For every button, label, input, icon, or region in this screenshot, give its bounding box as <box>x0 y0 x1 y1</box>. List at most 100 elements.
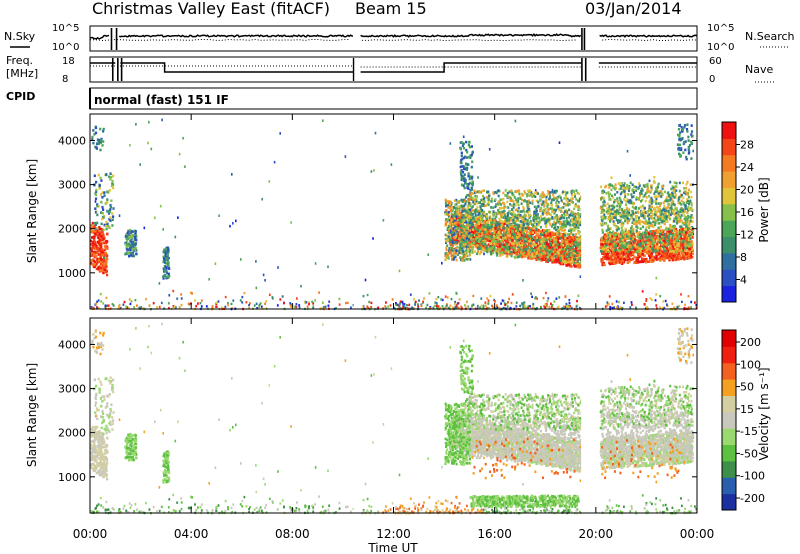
data-cell <box>454 305 457 309</box>
noise-right-tick-top: 10^5 <box>707 23 734 34</box>
data-cell <box>568 298 571 302</box>
data-cell <box>447 307 450 310</box>
data-cell <box>471 251 474 254</box>
data-cell <box>548 233 552 237</box>
data-cell <box>494 232 497 236</box>
data-cell <box>551 232 554 235</box>
data-cell <box>90 254 93 257</box>
data-cell <box>568 302 571 305</box>
data-cell <box>100 300 103 303</box>
data-cell <box>106 273 109 277</box>
data-cell <box>106 304 108 307</box>
data-cell <box>126 242 129 246</box>
data-cell <box>623 258 626 261</box>
data-cell <box>511 239 514 242</box>
data-cell <box>649 297 652 300</box>
data-cell <box>514 229 517 233</box>
data-cell <box>385 301 387 304</box>
data-cell <box>498 235 501 239</box>
data-cell <box>132 245 135 248</box>
data-cell <box>674 245 677 249</box>
data-cell <box>536 244 539 248</box>
data-cell <box>102 302 105 305</box>
data-cell <box>500 229 503 232</box>
data-cell <box>125 244 129 248</box>
data-cell <box>90 239 93 243</box>
data-cell <box>173 305 176 308</box>
data-cell <box>129 248 132 252</box>
data-cell <box>296 297 298 300</box>
data-cell <box>99 258 102 261</box>
data-cell <box>99 238 102 242</box>
data-cell <box>350 306 352 309</box>
data-cell <box>635 261 638 264</box>
data-cell <box>111 182 114 186</box>
data-cell <box>452 306 454 309</box>
data-cell <box>440 298 443 301</box>
data-cell <box>99 140 102 143</box>
data-cell <box>663 259 666 262</box>
data-cell <box>613 254 616 258</box>
data-cell <box>623 301 625 304</box>
data-cell <box>167 272 170 276</box>
data-cell <box>98 229 101 232</box>
data-cell <box>626 258 629 262</box>
data-cell <box>293 305 296 309</box>
data-cell <box>546 302 548 306</box>
data-cell <box>637 207 640 210</box>
data-cell <box>243 291 246 295</box>
data-cell <box>655 256 658 260</box>
data-cell <box>259 302 262 305</box>
data-cell <box>471 304 474 307</box>
data-cell <box>541 258 544 261</box>
data-cell <box>502 299 505 303</box>
data-cell <box>482 244 485 247</box>
data-cell <box>91 236 94 239</box>
data-cell <box>208 278 210 281</box>
data-cell <box>507 301 509 304</box>
data-cell <box>99 240 102 243</box>
data-cell <box>327 265 329 269</box>
data-cell <box>164 253 167 257</box>
data-cell <box>659 249 662 252</box>
data-cell <box>96 226 99 230</box>
data-cell <box>453 302 456 305</box>
data-cell <box>425 306 427 310</box>
data-cell <box>93 224 96 228</box>
data-cell <box>391 298 394 301</box>
data-cell <box>100 211 103 214</box>
data-cell <box>366 305 369 308</box>
data-cell <box>102 260 105 263</box>
data-cell <box>433 304 436 308</box>
data-cell <box>402 306 404 309</box>
data-cell <box>165 262 168 265</box>
data-cell <box>90 243 93 246</box>
data-cell <box>531 227 534 231</box>
data-cell <box>158 305 161 309</box>
data-cell <box>539 225 543 229</box>
data-cell <box>501 299 504 302</box>
data-cell <box>622 258 625 261</box>
data-cell <box>276 304 279 307</box>
data-cell <box>569 305 571 308</box>
data-cell <box>610 240 613 244</box>
data-cell <box>435 304 438 308</box>
data-cell <box>178 306 181 309</box>
data-cell <box>647 252 650 255</box>
data-cell <box>105 220 108 224</box>
data-cell <box>396 303 399 306</box>
data-cell <box>466 305 469 308</box>
data-cell <box>97 142 101 145</box>
data-cell <box>676 254 679 258</box>
data-cell <box>472 294 475 298</box>
data-cell <box>639 240 642 243</box>
data-cell <box>502 226 505 230</box>
data-cell <box>94 221 97 225</box>
data-cell <box>484 304 487 307</box>
data-cell <box>273 160 276 164</box>
data-cell <box>94 126 98 129</box>
data-cell <box>483 246 486 250</box>
data-cell <box>166 255 169 258</box>
data-cell <box>660 235 663 238</box>
data-cell <box>95 188 98 192</box>
